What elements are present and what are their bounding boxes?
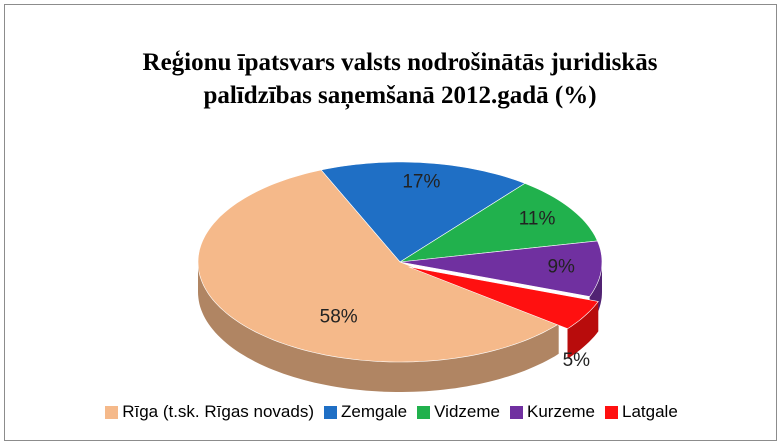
legend-item: Kurzeme [509,402,596,422]
legend-swatch [605,405,619,419]
legend-label: Rīga (t.sk. Rīgas novads) [122,402,314,421]
slice [399,240,603,297]
legend-item: Zemgale [324,402,407,422]
legend: Rīga (t.sk. Rīgas novads) Zemgale Vidzeme K… [0,402,783,422]
data-label: 58% [320,306,358,327]
legend-swatch [509,405,523,419]
slice [399,183,598,263]
slice-side [198,262,559,392]
legend-label: Zemgale [341,402,408,421]
legend-swatch [417,405,431,419]
legend-item: Vidzeme [417,402,500,422]
chart-border [4,4,777,441]
data-label: 9% [547,257,575,278]
slice-side [567,301,599,359]
data-label: 11% [519,209,556,230]
legend-swatch [324,405,337,419]
legend-label: Kurzeme [526,402,596,421]
legend-swatch [105,405,119,419]
slice [197,169,560,363]
data-label: 17% [402,172,440,193]
legend-item: Latgale [605,402,678,422]
legend-label: Latgale [622,402,678,421]
data-label: 5% [563,350,591,371]
legend-item: Rīga (t.sk. Rīgas novads) [105,402,314,422]
chart-title: Reģionu īpatsvars valsts nodrošinātās ju… [142,49,658,109]
slice [320,161,526,263]
slice [408,266,599,330]
legend-label: Vidzeme [434,402,500,421]
